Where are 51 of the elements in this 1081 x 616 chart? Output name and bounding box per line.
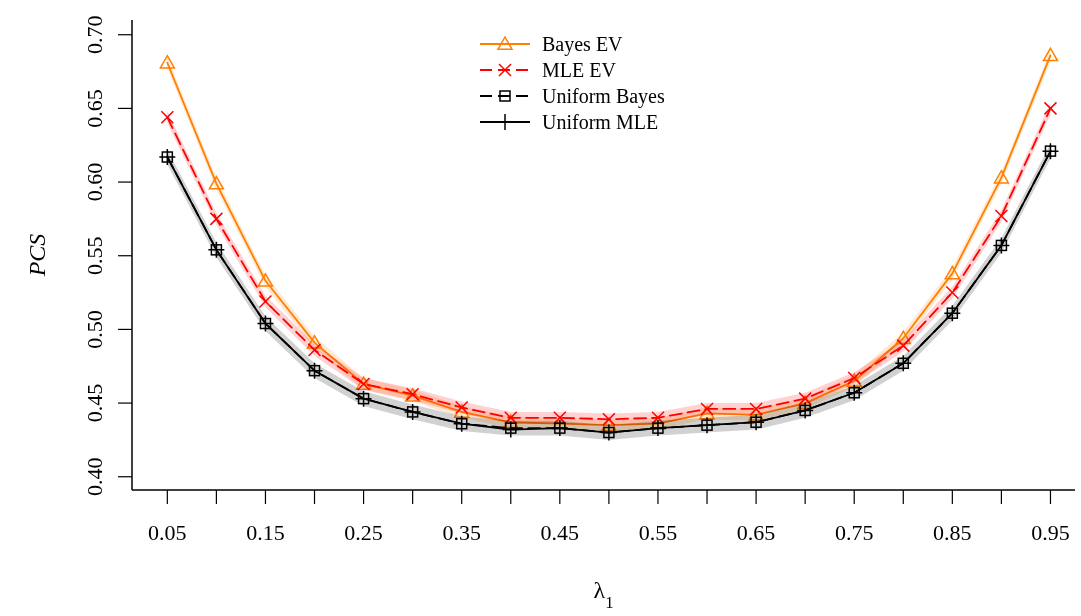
legend-label: Uniform MLE [542,111,659,133]
point [798,391,812,406]
x-axis-title: λ$_{1}$ [593,577,614,612]
x-tick-label: 0.85 [933,520,972,545]
point [895,330,912,345]
point [651,411,665,425]
x-tick-label: 0.55 [638,520,678,545]
point [306,334,323,349]
point [1043,101,1058,116]
point [504,411,518,425]
x-tick-label: 0.45 [540,520,580,545]
y-tick-label: 0.70 [82,15,107,54]
point [896,338,911,353]
point [502,420,520,439]
x-tick-label: 0.35 [442,520,481,545]
x-tick-label: 0.95 [1031,520,1070,545]
y-tick-label: 0.55 [82,236,107,275]
y-tick-label: 0.45 [82,383,107,423]
y-tick-label: 0.50 [82,310,107,349]
x-tick-label: 0.05 [148,520,187,545]
point [602,412,616,427]
point [159,54,176,69]
y-tick-label: 0.65 [82,89,107,128]
y-tick-label: 0.60 [82,162,107,202]
legend-label: MLE EV [542,59,617,81]
point [601,417,617,432]
y-tick-label: 0.40 [82,457,107,496]
x-tick-label: 0.75 [834,520,874,545]
point [453,404,470,418]
point [749,402,763,416]
point [700,402,714,416]
point [307,343,322,357]
point [257,273,274,287]
point [505,422,517,434]
point [258,294,273,309]
point [209,212,224,226]
x-tick-label: 0.25 [344,520,383,545]
x-tick-label: 0.65 [736,520,776,545]
point [945,285,960,300]
point [797,395,813,410]
point [1042,47,1059,62]
point [160,110,175,124]
y-axis-title: PCS [24,233,50,278]
point [553,411,567,425]
point [208,175,225,190]
x-tick-label: 0.15 [246,520,285,545]
point [994,209,1009,223]
legend-label: Bayes EV [542,33,624,56]
point [993,169,1010,184]
legend-label: Uniform Bayes [542,85,665,108]
point [944,265,961,280]
